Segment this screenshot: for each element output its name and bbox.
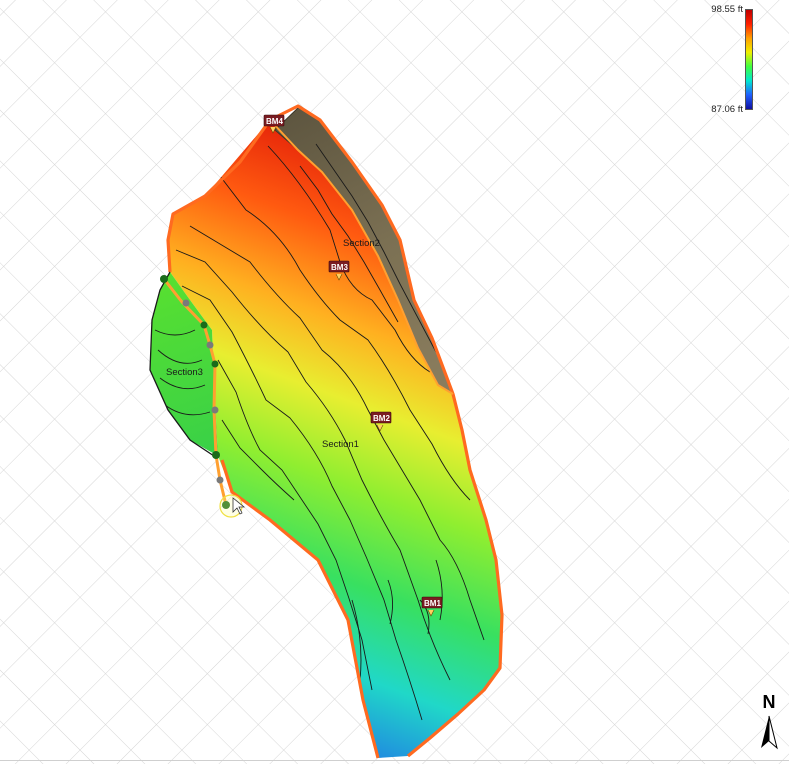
benchmark-label: BM4	[266, 117, 283, 126]
vertex-handle[interactable]	[206, 341, 214, 349]
north-arrow: N	[756, 692, 782, 752]
vertex-handle-active[interactable]	[222, 501, 230, 509]
legend-color-ramp	[745, 9, 753, 110]
section3-boundary[interactable]	[149, 271, 215, 457]
vertex-handle[interactable]	[211, 406, 219, 414]
vertex-handle[interactable]	[216, 476, 224, 484]
benchmark-marker-icon	[269, 126, 277, 134]
vertex-handle[interactable]	[182, 299, 190, 307]
benchmark-bm4[interactable]: BM4	[263, 114, 285, 134]
section2-boundary[interactable]	[269, 119, 454, 395]
benchmark-label: BM1	[424, 599, 441, 608]
legend-min-label: 87.06 ft	[711, 104, 743, 115]
vertex-handle[interactable]	[200, 321, 208, 329]
section1-label: Section1	[322, 439, 359, 450]
benchmark-label: BM3	[331, 263, 348, 272]
section3-label: Section3	[166, 367, 203, 378]
benchmark-bm1[interactable]: BM1	[421, 596, 443, 617]
benchmark-bm2[interactable]: BM2	[370, 411, 392, 432]
edit-polyline[interactable]	[160, 275, 246, 518]
benchmark-marker-icon	[427, 609, 435, 617]
vertex-handle[interactable]	[160, 275, 168, 283]
vertex-handle[interactable]	[211, 360, 219, 368]
vertex-handle[interactable]	[212, 451, 220, 459]
site-boundary[interactable]	[166, 104, 504, 759]
north-arrow-icon	[761, 715, 778, 750]
benchmark-marker-icon	[335, 273, 343, 281]
contour-lines	[154, 143, 485, 721]
section2-label: Section2	[343, 238, 380, 249]
benchmark-label: BM2	[373, 414, 390, 423]
benchmark-bm3[interactable]: BM3	[328, 260, 350, 281]
mouse-pointer-icon	[232, 497, 246, 515]
bottom-divider	[0, 760, 789, 761]
north-label: N	[762, 692, 776, 712]
legend-max-label: 98.55 ft	[711, 4, 743, 15]
section1-surface[interactable]	[168, 120, 502, 758]
section3-surface[interactable]	[150, 272, 218, 456]
benchmark-marker-icon	[376, 424, 384, 432]
